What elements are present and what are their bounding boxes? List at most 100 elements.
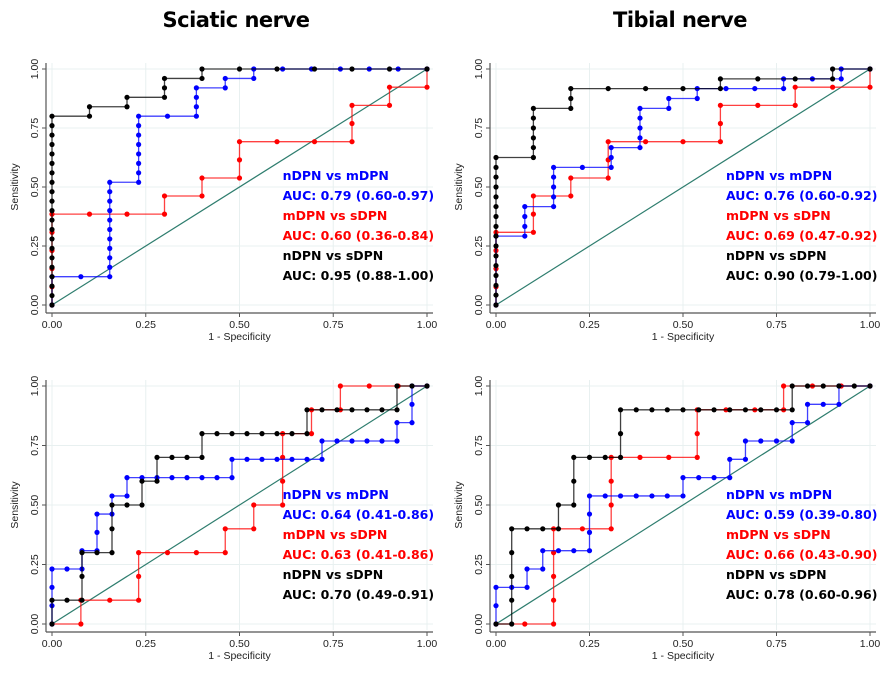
roc-point [550,573,557,580]
roc-point [386,66,393,72]
roc-point [259,431,265,437]
roc-point [222,75,228,82]
roc-point [637,454,643,460]
roc-point [792,102,798,108]
roc-point [229,456,235,462]
roc-point [555,526,562,532]
roc-point [349,139,355,145]
roc-point [78,274,84,280]
roc-point [49,189,55,195]
roc-point [717,139,724,145]
roc-point [723,85,729,92]
roc-point [49,264,55,270]
roc-point [608,164,614,171]
y-tick-label: 0.75 [473,118,485,139]
x-tick-label: 0.75 [766,319,787,331]
roc-point [94,529,100,535]
roc-point [605,85,611,92]
roc-point [727,475,733,481]
roc-point [289,456,295,462]
x-tick-label: 0.25 [579,319,600,331]
roc-point [493,603,499,609]
roc-point [169,475,175,481]
roc-point [649,407,655,413]
roc-point [107,264,113,270]
roc-point [199,175,205,181]
roc-point [820,401,826,407]
roc-point [109,526,115,532]
roc-point [755,102,761,108]
roc-point [493,233,499,239]
roc-point [680,85,686,92]
roc-point [680,407,686,413]
roc-point [244,431,250,437]
roc-point [424,383,430,389]
roc-point [222,85,228,91]
roc-point [379,438,385,444]
roc-point [522,223,528,230]
roc-point [49,141,55,148]
roc-point [349,407,355,413]
reference-diagonal-line [495,68,871,306]
x-tick-label: 0.50 [673,319,694,331]
roc-point [49,113,55,119]
roc-point [193,94,199,100]
roc-point [637,135,643,141]
roc-point [79,597,85,603]
roc-point [49,132,55,138]
roc-point [522,621,528,627]
roc-point [193,550,199,556]
roc-point [49,217,55,223]
roc-point [755,76,761,82]
roc-point [555,502,562,508]
roc-point [680,139,686,145]
roc-point [838,76,844,82]
roc-point [717,85,724,92]
legend-auc: AUC: 0.90 (0.79-1.00) [726,268,877,283]
x-tick-label: 1.00 [860,319,881,331]
roc-point [727,456,733,462]
roc-point [364,407,370,413]
roc-point [493,621,499,627]
x-tick-label: 0.00 [42,638,63,650]
x-tick-label: 0.25 [136,638,157,650]
roc-point [136,597,142,603]
roc-point [605,175,611,181]
y-tick-label: 1.00 [29,376,41,397]
roc-point [349,120,355,127]
y-tick-label: 0.50 [473,177,485,198]
roc-point [804,420,811,426]
roc-point [571,478,577,484]
legend-label: mDPN vs sDPN [726,208,831,223]
roc-point [530,115,537,121]
roc-point [124,493,130,499]
x-tick-label: 0.25 [136,319,157,331]
roc-point [107,198,113,204]
roc-point [579,164,585,171]
roc-point [836,383,842,389]
roc-point [379,407,385,413]
roc-point [49,245,55,251]
roc-point [229,475,235,481]
roc-point [524,584,530,590]
roc-point [820,383,826,389]
x-tick-label: 0.00 [486,638,507,650]
roc-point [493,282,499,289]
roc-point [49,236,55,242]
roc-point [633,493,639,499]
roc-point [424,84,430,90]
roc-point [107,274,113,280]
roc-point [199,431,205,437]
roc-point [49,584,55,590]
roc-point [394,438,400,444]
roc-point [49,226,55,233]
roc-point [608,144,614,151]
reference-diagonal-line [495,385,871,625]
roc-point [274,139,280,145]
roc-point [222,526,228,532]
x-axis-title: 1 - Specificity [208,331,271,343]
roc-point [251,526,257,532]
roc-point [742,438,749,444]
legend-label: nDPN vs sDPN [283,567,384,582]
